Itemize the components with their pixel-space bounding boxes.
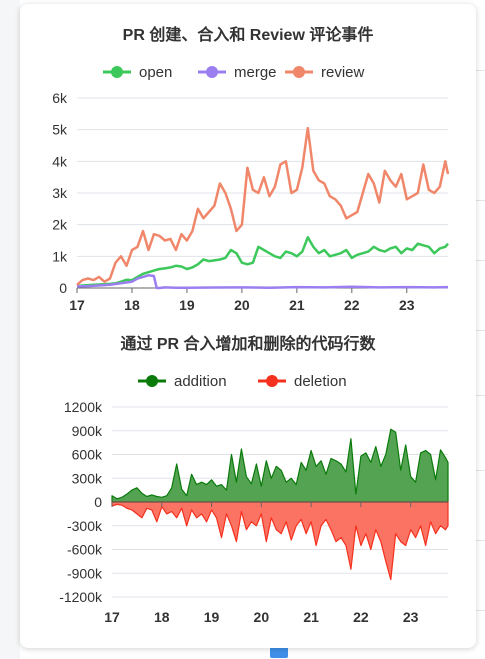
- legend-marker: [111, 66, 123, 78]
- x-tick-label: 17: [69, 297, 85, 313]
- y-tick-label: 4k: [52, 153, 68, 169]
- series-area-deletion: [111, 501, 449, 581]
- chart-title: 通过 PR 合入增加和删除的代码行数: [120, 334, 376, 353]
- background-divider: [470, 330, 485, 331]
- legend-item-merge[interactable]: merge: [198, 64, 277, 81]
- x-tick-label: 19: [204, 609, 220, 625]
- x-axis: 17 18 19 20 21 22 23: [69, 288, 415, 313]
- y-tick-label: 900k: [72, 423, 103, 439]
- y-tick-label: 1200k: [64, 399, 103, 415]
- series-area-addition: [111, 428, 449, 503]
- y-tick-label: 3k: [52, 185, 68, 201]
- legend-label: open: [139, 64, 172, 81]
- legend-item-open[interactable]: open: [103, 64, 172, 81]
- chart-title: PR 创建、合入和 Review 评论事件: [123, 25, 374, 44]
- y-axis: 1200k 900k 600k 300k 0 -300k -600k -900k -1200k: [59, 399, 103, 605]
- series-group: [76, 126, 450, 290]
- y-tick-label: 0: [94, 494, 102, 510]
- legend-item-deletion[interactable]: deletion: [258, 373, 347, 390]
- background-divider: [470, 260, 485, 261]
- y-tick-label: 300k: [72, 470, 103, 486]
- legend-marker: [293, 66, 305, 78]
- x-tick-label: 21: [303, 609, 319, 625]
- background-divider: [470, 470, 485, 471]
- legend-marker: [146, 375, 158, 387]
- x-tick-label: 21: [289, 297, 305, 313]
- x-tick-label: 22: [344, 297, 360, 313]
- charts-svg: PR 创建、合入和 Review 评论事件 open merge review 01…: [52, 25, 450, 625]
- legend-marker: [206, 66, 218, 78]
- x-tick-label: 20: [254, 609, 270, 625]
- y-tick-label: 1k: [52, 248, 68, 264]
- y-tick-label: 600k: [72, 447, 103, 463]
- x-tick-label: 17: [104, 609, 120, 625]
- background-divider: [470, 395, 485, 396]
- series-line-open: [76, 236, 449, 288]
- series-group: [111, 428, 449, 581]
- legend: open merge review: [103, 64, 365, 81]
- y-axis: 0 1k 2k 3k 4k 5k 6k: [52, 90, 68, 296]
- legend-label: review: [321, 64, 365, 81]
- y-tick-label: 2k: [52, 217, 68, 233]
- y-tick-label: -1200k: [59, 589, 103, 605]
- legend-item-review[interactable]: review: [285, 64, 365, 81]
- series-line-merge: [76, 274, 449, 290]
- x-tick-label: 23: [403, 609, 419, 625]
- grid: [77, 97, 448, 289]
- background-divider: [470, 610, 485, 611]
- y-tick-label: -300k: [67, 518, 103, 534]
- legend-marker: [266, 375, 278, 387]
- background-divider: [470, 540, 485, 541]
- legend-label: addition: [174, 373, 227, 390]
- series-line-review: [76, 126, 450, 286]
- y-tick-label: 6k: [52, 90, 68, 106]
- legend-label: merge: [234, 64, 277, 81]
- chart-code-lines: 通过 PR 合入增加和删除的代码行数 addition deletion 1200…: [59, 334, 449, 625]
- background-left-panel: [0, 0, 20, 659]
- x-tick-label: 22: [353, 609, 369, 625]
- legend-item-addition[interactable]: addition: [138, 373, 227, 390]
- x-tick-label: 23: [399, 297, 415, 313]
- chart-pr-events: PR 创建、合入和 Review 评论事件 open merge review 01…: [52, 25, 450, 313]
- background-divider: [470, 70, 485, 71]
- y-tick-label: 5k: [52, 122, 68, 138]
- legend-label: deletion: [294, 373, 347, 390]
- y-tick-label: -600k: [67, 542, 103, 558]
- x-tick-label: 18: [124, 297, 140, 313]
- y-tick-label: -900k: [67, 565, 103, 581]
- background-divider: [470, 200, 485, 201]
- x-axis: 17 18 19 20 21 22 23: [104, 502, 419, 625]
- x-tick-label: 20: [234, 297, 250, 313]
- y-tick-label: 0: [59, 280, 67, 296]
- x-tick-label: 18: [154, 609, 170, 625]
- x-tick-label: 19: [179, 297, 195, 313]
- legend: addition deletion: [138, 373, 347, 390]
- background-blue-icon: [270, 646, 288, 658]
